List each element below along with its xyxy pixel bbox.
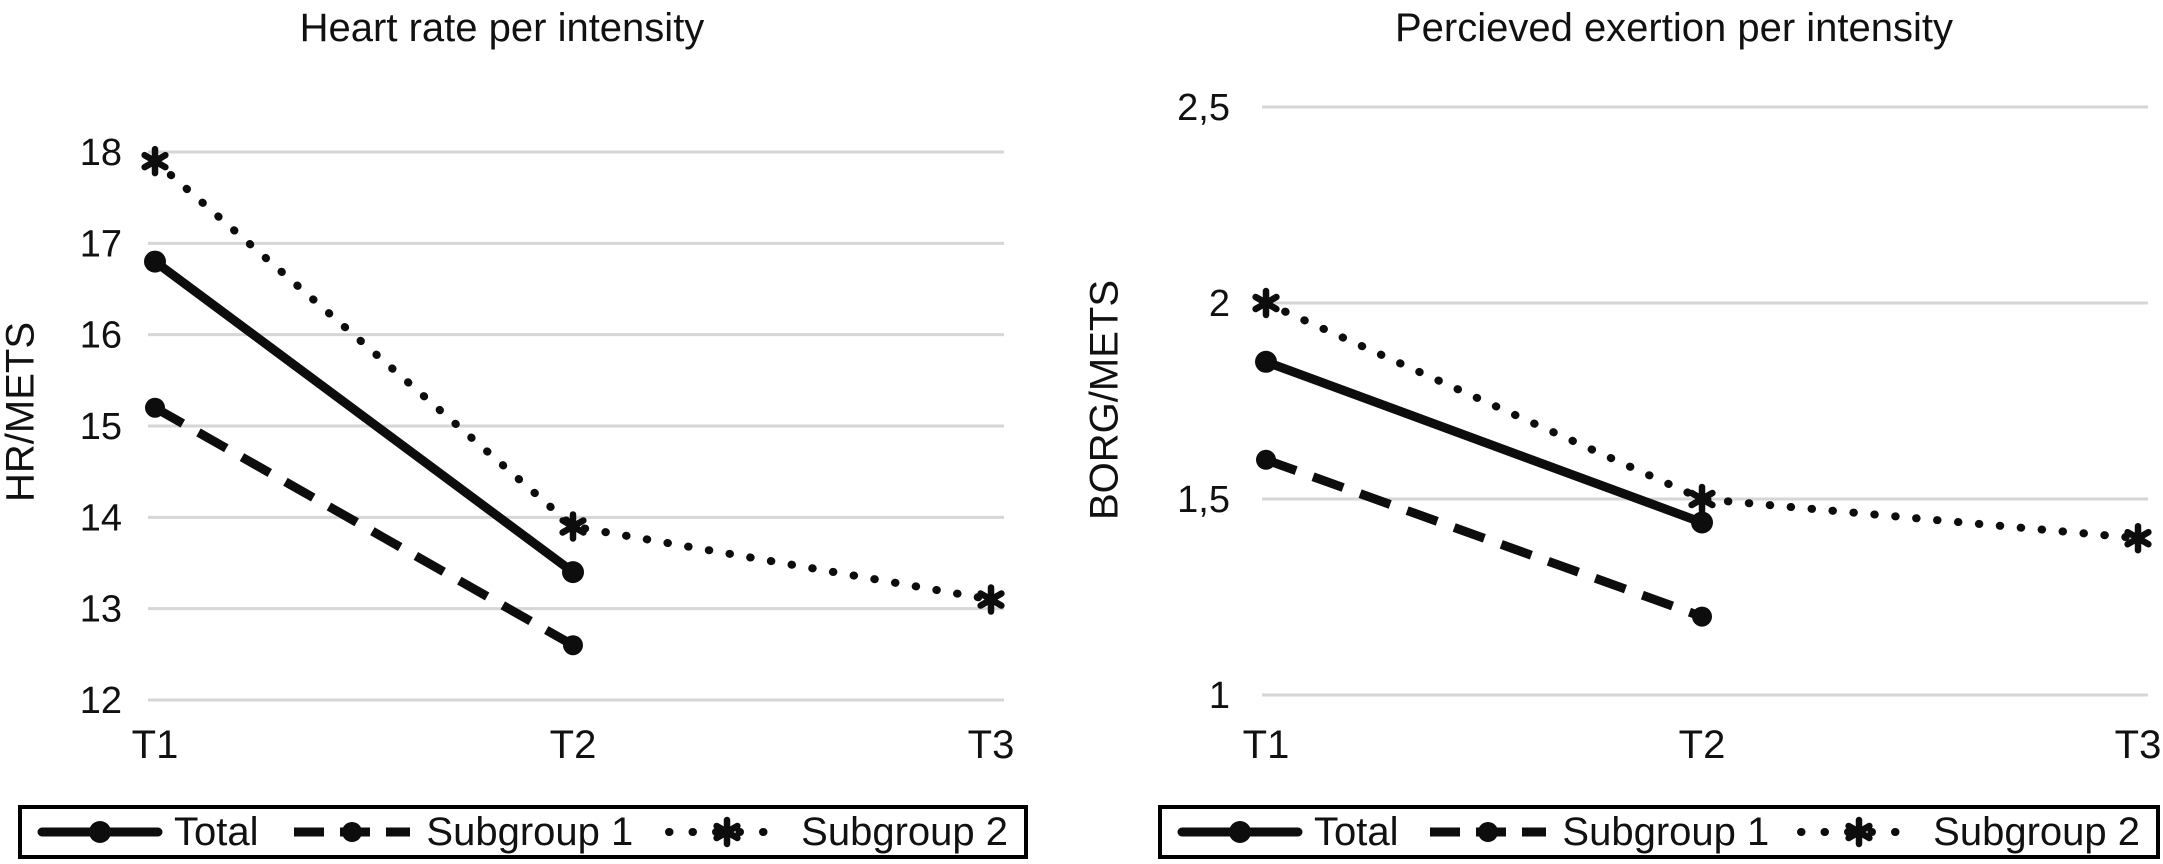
x-tick-label: T2 — [550, 723, 597, 767]
data-point-marker-circle — [89, 821, 111, 843]
data-point-marker-circle — [145, 397, 165, 418]
legend-label: Subgroup 2 — [801, 810, 1008, 854]
legend-item-total: Total — [1177, 810, 1399, 854]
legend-line-sample-dashed — [294, 822, 411, 842]
y-tick-label: 1,5 — [1177, 479, 1230, 521]
data-point-marker-star — [1252, 287, 1280, 319]
legend-item-total: Total — [37, 810, 259, 854]
plot-area: 12 13 14 15 16 17 18 T1 T2 T3 — [80, 132, 1015, 767]
y-tick-label: 15 — [80, 406, 122, 448]
data-point-marker-circle — [1478, 822, 1499, 842]
data-point-marker-star — [977, 584, 1005, 615]
data-point-marker-circle — [1691, 511, 1713, 534]
legend-item-subgroup-2: Subgroup 2 — [1797, 810, 2140, 854]
y-tick-label: 16 — [80, 315, 122, 357]
y-tick-label: 2 — [1209, 283, 1230, 325]
series-line-solid — [1261, 357, 1707, 528]
data-point-marker-circle — [144, 250, 166, 273]
chart-title: Heart rate per intensity — [299, 6, 705, 50]
y-tick-label: 1 — [1209, 675, 1230, 717]
legend-line-sample-solid — [37, 821, 163, 843]
y-tick-label: 2,5 — [1177, 87, 1230, 129]
y-tick-label: 12 — [80, 680, 122, 722]
chart-perceived-exertion: Percieved exertion per intensity BORG/ME… — [1081, 0, 2163, 864]
series-line-dashed — [152, 403, 576, 650]
data-point-marker-star — [2124, 522, 2152, 554]
series-line-dashed — [1264, 455, 1704, 621]
legend-line-sample-dotted — [1797, 816, 1922, 848]
legend: Total Subgroup 1 Subgroup 2 — [18, 805, 1028, 859]
x-tick-label: T1 — [132, 723, 179, 767]
data-point-marker-circle — [1255, 350, 1277, 373]
legend-label: Subgroup 1 — [1562, 810, 1770, 854]
y-tick-label: 13 — [80, 589, 122, 631]
data-point-marker-star — [1845, 816, 1873, 848]
chart-heart-rate: Heart rate per intensity HR/METS 12 13 14 1… — [0, 0, 1081, 864]
legend-line-sample-dotted — [665, 816, 790, 848]
data-point-marker-star — [141, 145, 169, 177]
data-point-marker-circle — [1229, 821, 1251, 843]
plot-area: 1 1,5 2 2,5 T1 T2 T3 — [1177, 87, 2162, 767]
y-tick-label: 17 — [80, 223, 122, 265]
data-point-marker-star — [559, 511, 587, 542]
x-tick-label: T1 — [1243, 723, 1290, 767]
y-tick-label: 14 — [80, 497, 122, 539]
x-tick-label: T3 — [968, 723, 1015, 767]
legend-item-subgroup-1: Subgroup 1 — [1426, 810, 1769, 854]
legend: Total Subgroup 1 Subgroup 2 — [1158, 805, 2160, 859]
legend-line-sample-solid — [1177, 821, 1303, 843]
data-point-marker-star — [1688, 483, 1716, 515]
x-tick-label: T2 — [1679, 723, 1726, 767]
data-point-marker-circle — [563, 635, 583, 656]
legend-line-sample-dashed — [1430, 822, 1547, 842]
y-tick-label: 18 — [80, 132, 122, 174]
series-line-dotted — [151, 157, 995, 604]
data-point-marker-circle — [1692, 606, 1712, 627]
chart-title: Percieved exertion per intensity — [1394, 6, 1954, 50]
legend-label: Total — [1314, 810, 1399, 854]
legend-label: Subgroup 1 — [426, 810, 634, 854]
legend-item-subgroup-1: Subgroup 1 — [290, 810, 633, 854]
legend-label: Subgroup 2 — [1933, 810, 2140, 854]
legend-label: Total — [174, 810, 259, 854]
data-point-marker-star — [713, 816, 741, 848]
data-point-marker-circle — [562, 561, 584, 584]
legend-item-subgroup-2: Subgroup 2 — [665, 810, 1008, 854]
data-point-marker-circle — [1256, 449, 1276, 470]
series-line-solid — [150, 257, 578, 577]
data-point-marker-circle — [342, 822, 363, 842]
x-tick-label: T3 — [2115, 723, 2162, 767]
